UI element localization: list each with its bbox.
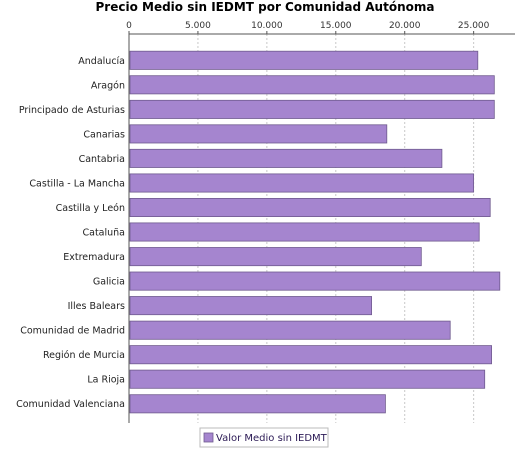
category-label: Región de Murcia: [43, 350, 125, 361]
bar: [129, 124, 388, 144]
x-tick-label: 20.000: [389, 21, 421, 31]
bar: [129, 271, 501, 291]
category-label: La Rioja: [87, 375, 125, 386]
bar: [129, 394, 386, 414]
bar: [129, 99, 495, 119]
bar: [129, 75, 495, 95]
category-label: Comunidad de Madrid: [20, 326, 125, 337]
category-label: Cataluña: [82, 228, 125, 239]
chart-title: Precio Medio sin IEDMT por Comunidad Aut…: [96, 0, 435, 14]
category-label: Principado de Asturias: [19, 105, 125, 116]
category-labels: Andalucía Aragón Principado de Asturias Can…: [16, 56, 125, 410]
bar: [129, 50, 479, 70]
category-label: Andalucía: [78, 56, 125, 67]
category-label: Comunidad Valenciana: [16, 399, 125, 410]
bar: [129, 369, 486, 389]
bar: [129, 296, 373, 316]
bar: [129, 222, 480, 242]
x-tick-label: 0: [126, 21, 132, 31]
category-label: Extremadura: [63, 252, 125, 263]
x-axis: 0 5.000 10.000 15.000 20.000 25.000: [126, 21, 515, 423]
legend-box: [199, 427, 329, 448]
bar: [129, 247, 422, 267]
legend: Valor Medio sin IEDMT: [199, 427, 329, 448]
legend-label: Valor Medio sin IEDMT: [216, 433, 328, 444]
category-label: Castilla y León: [56, 203, 125, 214]
legend-swatch: [203, 432, 214, 443]
x-tick-label: 5.000: [185, 21, 211, 31]
x-tick-label: 10.000: [251, 21, 283, 31]
category-label: Cantabria: [79, 154, 125, 165]
category-label: Galicia: [93, 277, 125, 288]
bars: [129, 50, 501, 414]
bar: [129, 345, 493, 365]
x-tick-label: 15.000: [320, 21, 352, 31]
x-tick-label: 25.000: [458, 21, 490, 31]
category-label: Illes Balears: [68, 301, 125, 312]
bar: [129, 197, 491, 217]
bar: [129, 320, 451, 340]
category-label: Castilla - La Mancha: [29, 178, 125, 189]
bar: [129, 148, 443, 168]
category-label: Aragón: [91, 80, 125, 91]
bar: [129, 173, 475, 193]
category-label: Canarias: [83, 129, 125, 140]
